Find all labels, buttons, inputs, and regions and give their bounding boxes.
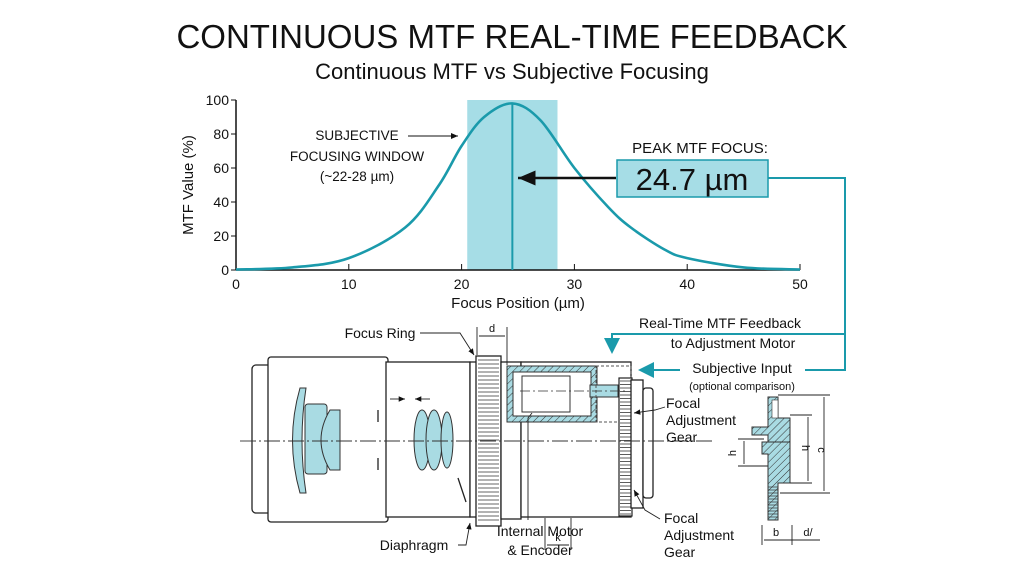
focal-gear-bottom-2: Adjustment bbox=[664, 527, 734, 543]
focal-gear-top-1: Focal bbox=[666, 395, 700, 411]
peak-value: 24.7 µm bbox=[636, 162, 749, 197]
lens-elements bbox=[292, 387, 454, 494]
window-label-3: (~22-28 µm) bbox=[320, 169, 394, 184]
dim-d: d bbox=[489, 323, 495, 335]
feedback-label-1: Real-Time MTF Feedback bbox=[639, 315, 802, 331]
gear-cross-section: c h h b d/ bbox=[727, 394, 830, 545]
y-tick-label: 80 bbox=[213, 126, 229, 142]
y-tick-label: 40 bbox=[213, 194, 229, 210]
feedback-path bbox=[604, 177, 846, 378]
x-tick-label: 50 bbox=[792, 276, 808, 292]
lens-drawing: d k bbox=[240, 323, 715, 550]
subjective-input-label: Subjective Input bbox=[692, 360, 792, 376]
y-tick-label: 20 bbox=[213, 228, 229, 244]
focal-gear-bottom-3: Gear bbox=[664, 544, 695, 560]
y-tick-label: 100 bbox=[206, 92, 230, 108]
dim-k: k bbox=[555, 532, 561, 544]
page-title: CONTINUOUS MTF REAL-TIME FEEDBACK bbox=[176, 18, 847, 55]
dim-h-left: h bbox=[727, 450, 739, 456]
x-tick-label: 40 bbox=[679, 276, 695, 292]
x-tick-label: 0 bbox=[232, 276, 240, 292]
focus-ring-knurl bbox=[478, 359, 499, 521]
internal-motor-label-1: Internal Motor bbox=[497, 523, 584, 539]
y-tick-label: 0 bbox=[221, 262, 229, 278]
page-subtitle: Continuous MTF vs Subjective Focusing bbox=[315, 59, 709, 84]
focus-ring-label: Focus Ring bbox=[345, 325, 416, 341]
diaphragm-label: Diaphragm bbox=[380, 537, 448, 553]
window-label-2: FOCUSING WINDOW bbox=[290, 149, 424, 164]
subjective-input-note: (optional comparison) bbox=[689, 381, 795, 393]
focal-gear-bottom-1: Focal bbox=[664, 510, 698, 526]
x-tick-label: 30 bbox=[567, 276, 583, 292]
mtf-curve bbox=[235, 102, 801, 271]
focal-gear-top-3: Gear bbox=[666, 429, 697, 445]
window-label-1: SUBJECTIVE bbox=[315, 128, 398, 143]
x-tick-label: 20 bbox=[454, 276, 470, 292]
y-tick-label: 60 bbox=[213, 160, 229, 176]
motor bbox=[521, 375, 571, 413]
peak-value-box bbox=[616, 159, 769, 198]
dim-b: b bbox=[773, 527, 779, 539]
focal-gear-top-2: Adjustment bbox=[666, 412, 736, 428]
x-tick-label: 10 bbox=[341, 276, 357, 292]
peak-label: PEAK MTF FOCUS: bbox=[632, 140, 768, 157]
y-axis-label: MTF Value (%) bbox=[180, 135, 197, 235]
feedback-label-2: to Adjustment Motor bbox=[671, 335, 796, 351]
dim-d2: d/ bbox=[803, 527, 813, 539]
dim-h-right: h bbox=[799, 445, 811, 451]
dim-c: c bbox=[815, 447, 827, 453]
internal-motor-label-2: & Encoder bbox=[507, 542, 573, 558]
mtf-chart: 0 20 40 60 80 100 0 10 20 30 40 50 MTF Value (%) Fo… bbox=[180, 92, 808, 312]
x-axis-label: Focus Position (µm) bbox=[451, 295, 585, 312]
